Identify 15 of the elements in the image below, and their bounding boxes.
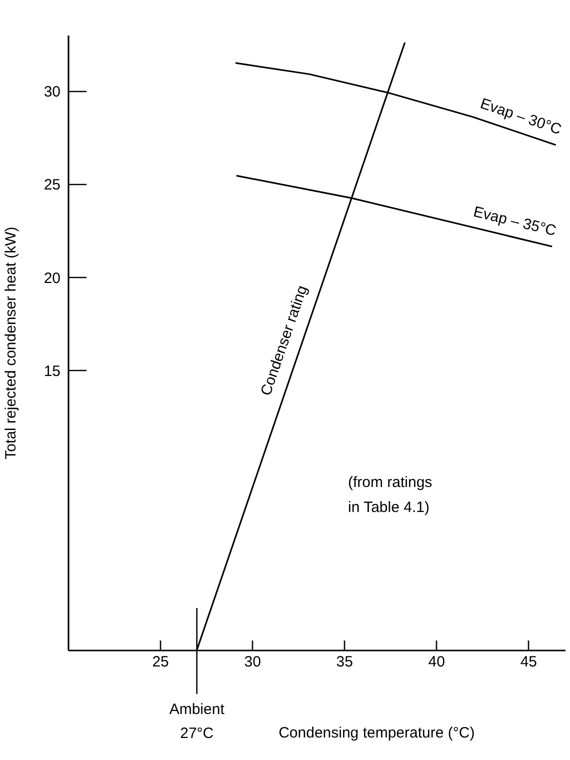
ref-line-label: Ambient 27°C [169, 701, 226, 742]
text: Evap – 30°C [478, 95, 564, 138]
text: Evap – 35°C [472, 203, 558, 240]
y-axis-title: Total rejected condenser heat (kW) [2, 226, 20, 460]
x-tick-label: 25 [152, 654, 169, 670]
y-tick-label: 25 [44, 176, 60, 194]
y-tick-label: 15 [44, 362, 60, 380]
x-tick-label: 30 [244, 654, 261, 670]
annotation: (from ratings in Table 4.1) [348, 474, 432, 516]
x-axis-title: Condensing temperature (°C) [278, 724, 475, 742]
x-tick-label: 35 [336, 654, 353, 670]
y-tick-label: 20 [44, 270, 60, 287]
y-tick-label: 30 [44, 83, 60, 100]
x-tick-label: 45 [520, 654, 538, 670]
x-tick-label: 40 [428, 654, 445, 670]
